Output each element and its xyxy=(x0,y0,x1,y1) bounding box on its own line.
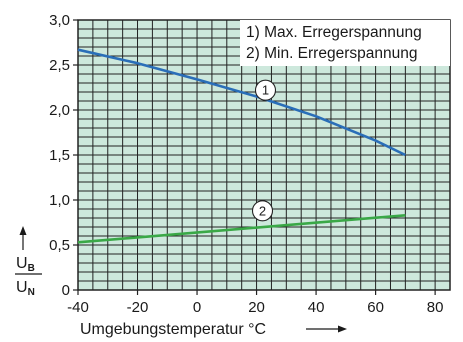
y-tick-label: 1,5 xyxy=(49,147,70,164)
annotation-circle-2 xyxy=(251,200,274,222)
annotation-label-2: 2 xyxy=(259,203,266,218)
grid xyxy=(78,20,450,290)
annotation-circle-1 xyxy=(254,79,277,101)
x-tick-label: 60 xyxy=(367,299,384,316)
x-tick-label: -40 xyxy=(67,299,89,316)
x-tick-label: 40 xyxy=(308,299,325,316)
legend-box xyxy=(240,20,450,66)
series-lines xyxy=(77,48,406,244)
legend-entry-1: 1) Max. Erregerspannung xyxy=(246,24,422,41)
y-tick-label: 0 xyxy=(62,282,70,299)
series-line-2 xyxy=(77,214,406,244)
series-line-1 xyxy=(77,48,406,157)
x-tick-labels: -40 -20 0 20 40 60 80 xyxy=(67,290,443,316)
legend-entry-2: 2) Min. Erregerspannung xyxy=(246,45,417,62)
y-label-denominator: UN xyxy=(16,279,35,298)
y-axis-arrowhead xyxy=(19,226,27,235)
y-tick-label: 2,5 xyxy=(49,57,70,74)
x-axis-arrowhead xyxy=(338,325,347,333)
y-axis-label: UB UN xyxy=(15,226,42,298)
y-label-numerator: UB xyxy=(16,255,35,274)
y-tick-label: 1,0 xyxy=(49,192,70,209)
x-tick-label: 0 xyxy=(193,299,201,316)
x-tick-label: 20 xyxy=(248,299,265,316)
y-tick-label: 0,5 xyxy=(49,237,70,254)
x-tick-label: 80 xyxy=(427,299,444,316)
y-tick-labels: 0 0,5 1,0 1,5 2,0 2,5 3,0 xyxy=(49,12,78,299)
x-tick-label: -20 xyxy=(127,299,149,316)
annotations: 12 xyxy=(251,79,277,222)
y-tick-label: 3,0 xyxy=(49,12,70,29)
y-tick-label: 2,0 xyxy=(49,102,70,119)
x-axis-label: Umgebungstemperatur °C xyxy=(80,321,266,338)
annotation-label-1: 1 xyxy=(262,83,269,98)
